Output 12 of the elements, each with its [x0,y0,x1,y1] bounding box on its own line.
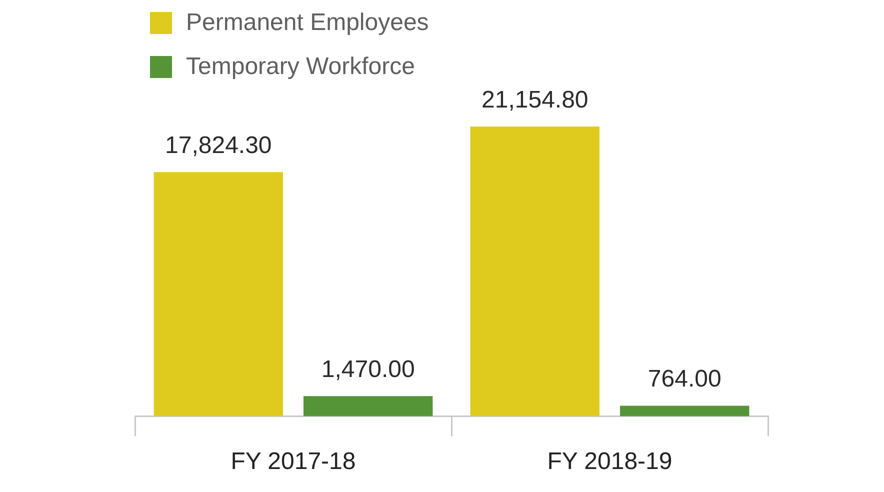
bar [304,396,433,416]
data-label: 764.00 [648,366,722,393]
bar [154,172,283,416]
data-label: 1,470.00 [321,356,415,384]
x-tick-label: FY 2017-18 [230,448,356,476]
legend-label: Temporary Workforce [186,53,415,81]
x-tick-label: FY 2018-19 [547,448,672,476]
bar [470,126,600,416]
data-label: 17,824.30 [165,132,272,160]
bar [620,406,750,416]
legend-label: Permanent Employees [186,9,429,37]
data-label: 21,154.80 [482,86,588,114]
